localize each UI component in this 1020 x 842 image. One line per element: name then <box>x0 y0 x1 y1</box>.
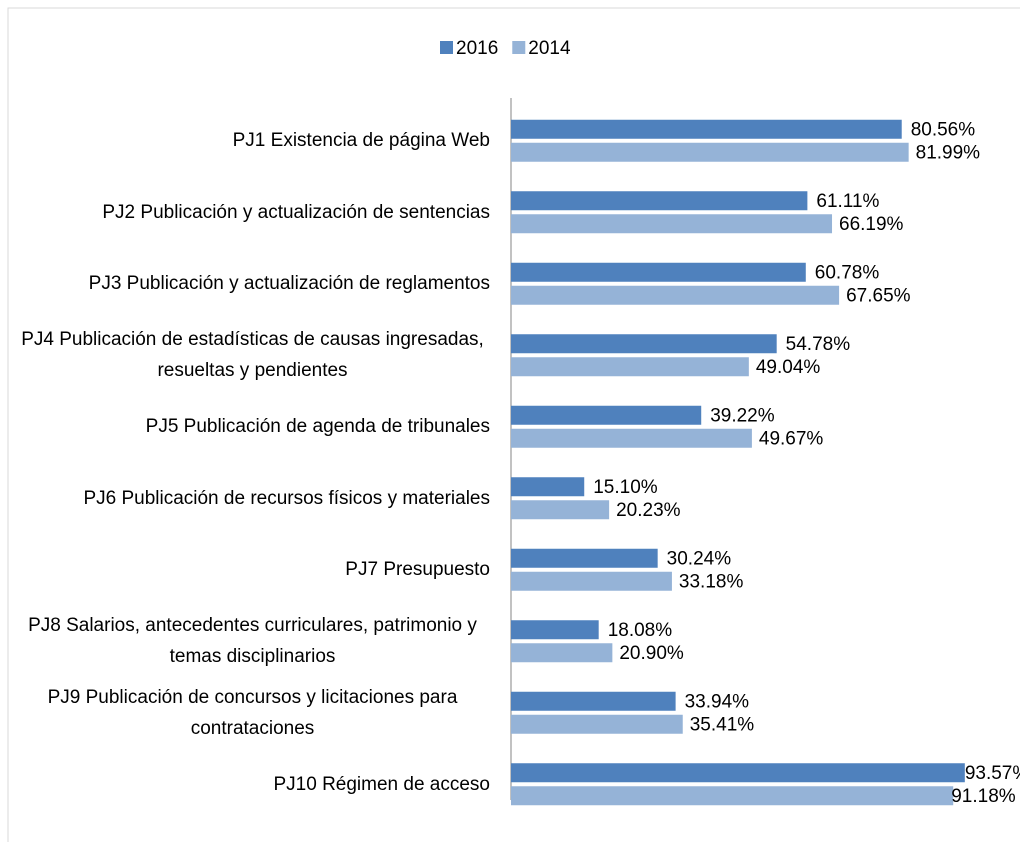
bar <box>511 571 672 591</box>
value-label: 66.19% <box>839 214 904 235</box>
category-label-text: PJ5 Publicación de agenda de tribunales <box>145 416 490 438</box>
value-label: 93.57% <box>965 763 1020 784</box>
value-label: 20.90% <box>619 643 684 664</box>
category-label-text: PJ1 Existencia de página Web <box>232 130 490 152</box>
category-label: PJ9 Publicación de concursos y licitacio… <box>10 673 490 753</box>
value-label: 35.41% <box>690 714 755 735</box>
value-label: 54.78% <box>786 334 851 355</box>
category-label: PJ7 Presupuesto <box>10 530 490 610</box>
bar <box>511 477 585 497</box>
bar <box>511 262 806 282</box>
bar <box>511 500 610 520</box>
bar <box>511 786 954 806</box>
bar <box>511 214 833 234</box>
legend-label: 2014 <box>528 38 571 59</box>
chart-border <box>7 7 1020 842</box>
bar <box>511 334 777 354</box>
category-label: PJ5 Publicación de agenda de tribunales <box>10 387 490 467</box>
value-label: 81.99% <box>916 142 981 163</box>
bar <box>511 620 599 640</box>
bar <box>511 548 658 568</box>
category-label-text: PJ7 Presupuesto <box>345 559 490 581</box>
bar <box>511 405 702 425</box>
value-label: 61.11% <box>816 191 879 212</box>
legend-swatch <box>440 41 453 54</box>
category-label: PJ1 Existencia de página Web <box>10 101 490 181</box>
bar <box>511 691 676 711</box>
legend-label: 2016 <box>456 38 498 59</box>
category-label: PJ3 Publicación y actualización de regla… <box>10 244 490 324</box>
bar <box>511 428 752 448</box>
value-label: 33.94% <box>685 691 750 712</box>
category-label-text: PJ6 Publicación de recursos físicos y ma… <box>83 487 490 509</box>
category-label: PJ2 Publicación y actualización de sente… <box>10 172 490 252</box>
legend-swatch <box>512 41 526 54</box>
value-label: 20.23% <box>616 500 681 521</box>
bar <box>511 119 902 139</box>
category-label-text: PJ9 Publicación de concursos y licitacio… <box>47 686 458 739</box>
value-label: 60.78% <box>815 262 880 283</box>
category-label-text: PJ3 Publicación y actualización de regla… <box>88 273 490 295</box>
bar <box>511 191 808 211</box>
value-label: 49.67% <box>759 428 824 449</box>
category-label-text: PJ2 Publicación y actualización de sente… <box>102 201 490 223</box>
bar <box>511 285 840 305</box>
value-label: 91.18% <box>951 786 1016 807</box>
bar <box>511 714 683 734</box>
bar <box>511 357 749 377</box>
category-label: PJ10 Régimen de acceso <box>10 744 490 824</box>
value-label: 49.04% <box>756 357 821 378</box>
bar <box>511 643 613 663</box>
category-label-text: PJ10 Régimen de acceso <box>273 773 490 795</box>
value-label: 39.22% <box>710 405 775 426</box>
value-label: 80.56% <box>911 119 976 140</box>
value-label: 30.24% <box>667 548 732 569</box>
category-label-text: PJ4 Publicación de estadísticas de causa… <box>21 329 484 382</box>
bar <box>511 763 965 783</box>
value-label: 67.65% <box>846 285 911 306</box>
category-label: PJ8 Salarios, antecedentes curriculares,… <box>10 601 490 681</box>
value-label: 33.18% <box>679 571 744 592</box>
category-label: PJ6 Publicación de recursos físicos y ma… <box>10 458 490 538</box>
category-label: PJ4 Publicación de estadísticas de causa… <box>10 315 490 395</box>
category-label-text: PJ8 Salarios, antecedentes curriculares,… <box>28 615 477 668</box>
value-label: 15.10% <box>593 477 658 498</box>
bar <box>511 142 909 162</box>
value-label: 18.08% <box>608 620 673 641</box>
